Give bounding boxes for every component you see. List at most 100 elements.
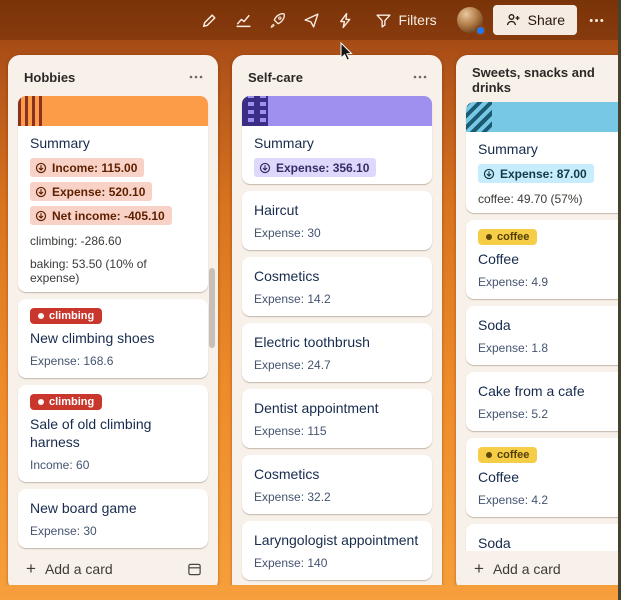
summary-title: Summary (478, 141, 538, 157)
summary-line: baking: 53.50 (10% of expense) (30, 257, 147, 285)
badge-icon (483, 168, 495, 180)
list-title: Hobbies (24, 69, 76, 85)
avatar[interactable] (456, 7, 486, 36)
card-template-icon (187, 562, 202, 577)
summary-badges: Expense: 87.00 (478, 164, 621, 183)
card-subtitle: Expense: 5.2 (478, 407, 549, 421)
bolt-icon (337, 12, 354, 29)
list-footer: + Add a card (8, 551, 218, 585)
card-subtitle: Expense: 4.9 (478, 275, 549, 289)
card-cover (242, 96, 432, 126)
badge-icon (259, 162, 271, 174)
scrollbar-thumb[interactable] (209, 268, 215, 348)
rocket-button[interactable] (263, 5, 293, 35)
toolbar-icons (195, 5, 361, 35)
card[interactable]: climbing Sale of old climbing harness Inco… (18, 385, 208, 482)
card-list: Summary Expense: 356.10 Haircut Expense: 30… (232, 93, 442, 585)
list-title: Self-care (248, 69, 303, 85)
list-menu-button[interactable] (182, 65, 210, 89)
send-button[interactable] (297, 5, 327, 35)
badge-text: Expense: 520.10 (52, 184, 146, 199)
add-card-button[interactable]: + Add a card (20, 557, 119, 581)
summary-badges: Income: 115.00 Expense: 520.10 Net income:… (30, 158, 196, 225)
person-add-icon (505, 12, 521, 28)
ellipsis-icon (412, 69, 428, 85)
card-title: Haircut (254, 202, 299, 218)
list-header: Sweets, snacks and drinks (456, 55, 621, 99)
cover-pattern (18, 96, 44, 126)
card-label-text: climbing (49, 310, 95, 322)
card-title: Sale of old climbing harness (30, 416, 152, 450)
list-menu-button[interactable] (406, 65, 434, 89)
list: Hobbies Summary Income: 115.00 Expense: 520… (8, 55, 218, 585)
avatar-status-badge (474, 25, 486, 36)
bolt-button[interactable] (331, 5, 361, 35)
badge-icon (35, 210, 47, 222)
card-list: Summary Expense: 87.00 coffee: 49.70 (57%)… (456, 99, 621, 551)
summary-title: Summary (254, 135, 314, 151)
card[interactable]: Haircut Expense: 30 (242, 191, 432, 250)
card[interactable]: Cosmetics Expense: 14.2 (242, 257, 432, 316)
badge-text: Income: 115.00 (52, 160, 138, 175)
pen-button[interactable] (195, 5, 225, 35)
label-icon (486, 452, 492, 458)
list-title: Sweets, snacks and drinks (472, 65, 595, 95)
card-list: Summary Income: 115.00 Expense: 520.10 Net … (8, 93, 218, 551)
card[interactable]: Cosmetics Expense: 32.2 (242, 455, 432, 514)
card[interactable]: Dentist appointment Expense: 115 (242, 389, 432, 448)
badge-text: Net income: -405.10 (52, 208, 165, 223)
card-subtitle: Expense: 14.2 (254, 292, 331, 306)
badge-icon (35, 162, 47, 174)
summary-card[interactable]: Summary Expense: 87.00 coffee: 49.70 (57%) (466, 102, 621, 213)
card-subtitle: Expense: 30 (254, 226, 321, 240)
card[interactable]: Electric toothbrush Expense: 24.7 (242, 323, 432, 382)
card-title: New climbing shoes (30, 330, 155, 346)
share-label: Share (527, 12, 565, 28)
card[interactable]: coffee Coffee Expense: 4.9 (466, 220, 621, 299)
card-subtitle: Expense: 4.2 (478, 493, 549, 507)
card-subtitle: Expense: 1.8 (478, 341, 549, 355)
label-icon (38, 399, 44, 405)
list: Sweets, snacks and drinks Summary Expense:… (456, 55, 621, 585)
ellipsis-icon (188, 69, 204, 85)
summary-title: Summary (30, 135, 90, 151)
card-template-button[interactable] (180, 556, 208, 582)
card-subtitle: Expense: 24.7 (254, 358, 331, 372)
card[interactable]: Laryngologist appointment Expense: 140 (242, 521, 432, 580)
list-footer: + Add a card (456, 551, 621, 585)
card-title: Laryngologist appointment (254, 532, 419, 548)
list: Self-care Summary Expense: 356.10 Haircut Ex… (232, 55, 442, 585)
board-menu-button[interactable] (581, 5, 611, 35)
summary-card[interactable]: Summary Expense: 356.10 (242, 96, 432, 184)
add-card-label: Add a card (44, 561, 113, 577)
summary-badge: Net income: -405.10 (30, 206, 172, 225)
card-subtitle: Expense: 115 (254, 424, 327, 438)
card-subtitle: Expense: 30 (30, 524, 97, 538)
card-title: Dentist appointment (254, 400, 379, 416)
card-title: New board game (30, 500, 137, 516)
share-button[interactable]: Share (492, 5, 577, 35)
card[interactable]: coffee Coffee Expense: 4.2 (466, 438, 621, 517)
topbar: Filters Share (0, 0, 621, 40)
card-label-text: climbing (49, 396, 95, 408)
add-card-label: Add a card (492, 561, 561, 577)
card-title: Soda (478, 535, 511, 551)
card-label: coffee (478, 447, 538, 463)
summary-line: climbing: -286.60 (30, 234, 122, 248)
card[interactable]: Cake from a cafe Expense: 5.2 (466, 372, 621, 431)
chart-icon (235, 12, 252, 29)
summary-card[interactable]: Summary Income: 115.00 Expense: 520.10 Net … (18, 96, 208, 292)
add-card-button[interactable]: + Add a card (468, 557, 567, 581)
chart-button[interactable] (229, 5, 259, 35)
card-title: Cosmetics (254, 466, 320, 482)
label-icon (38, 313, 44, 319)
badge-text: Expense: 87.00 (500, 166, 587, 181)
rocket-icon (269, 12, 286, 29)
board: Hobbies Summary Income: 115.00 Expense: 520… (0, 40, 621, 585)
filters-button[interactable]: Filters (365, 5, 447, 35)
card[interactable]: climbing New climbing shoes Expense: 168.6 (18, 299, 208, 378)
card[interactable]: New board game Expense: 30 (18, 489, 208, 548)
card-title: Electric toothbrush (254, 334, 370, 350)
